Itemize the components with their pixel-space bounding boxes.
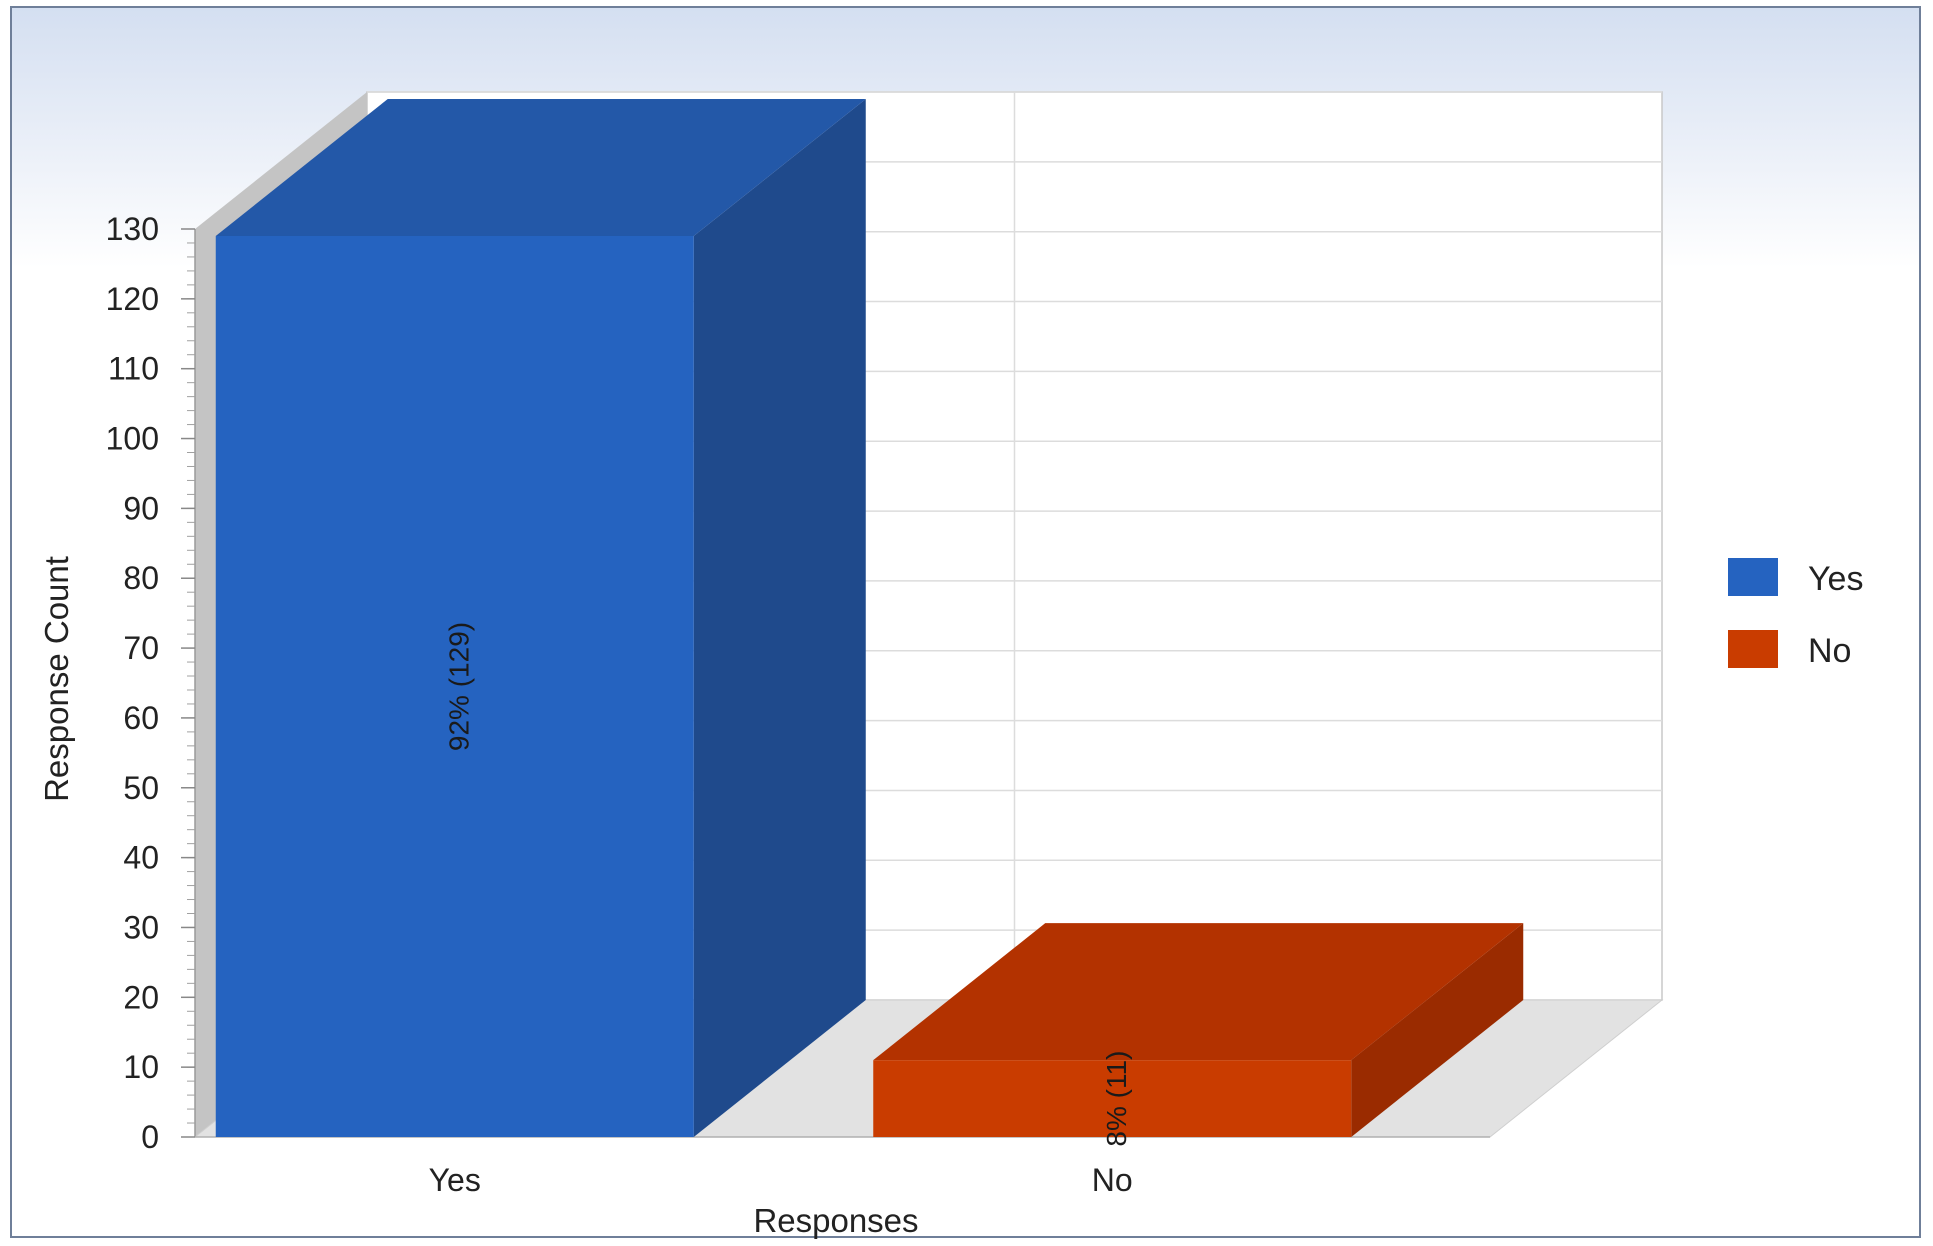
data-label-no: 8% (11) — [1101, 1051, 1132, 1147]
y-tick-label: 130 — [106, 211, 159, 247]
bar-yes — [215, 98, 866, 1137]
data-label-yes: 92% (129) — [444, 622, 475, 751]
y-tick-label: 120 — [106, 281, 159, 317]
bar-top — [215, 98, 866, 236]
legend-swatch-no — [1728, 630, 1778, 668]
y-tick-label: 80 — [123, 560, 159, 596]
y-tick-label: 10 — [123, 1049, 159, 1085]
legend: Yes No — [1728, 558, 1863, 670]
x-axis-title: Responses — [753, 1202, 918, 1239]
y-tick-label: 30 — [123, 909, 159, 945]
bar-top — [873, 923, 1524, 1061]
bar-front — [873, 1060, 1352, 1137]
bar-side — [693, 98, 866, 1137]
y-tick-label: 60 — [123, 700, 159, 736]
y-tick-label: 40 — [123, 840, 159, 876]
y-tick-label: 20 — [123, 979, 159, 1015]
legend-label-no: No — [1808, 632, 1851, 670]
y-tick-label: 70 — [123, 630, 159, 666]
x-tick-label: Yes — [429, 1162, 481, 1198]
legend-label-yes: Yes — [1808, 560, 1863, 598]
y-tick-label: 100 — [106, 421, 159, 457]
bar-no — [873, 923, 1524, 1137]
x-tick-label: No — [1092, 1162, 1133, 1198]
y-tick-label: 90 — [123, 490, 159, 526]
chart-root: 0 10 20 30 40 50 60 70 80 90 100 110 120 130 92% (129)… — [38, 91, 1863, 1239]
legend-swatch-yes — [1728, 558, 1778, 596]
y-tick-label: 50 — [123, 770, 159, 806]
y-tick-label: 110 — [108, 351, 159, 387]
y-tick-label: 0 — [141, 1119, 159, 1155]
bar-side — [1351, 923, 1524, 1137]
y-axis-title: Response Count — [38, 556, 75, 802]
bar-front — [215, 235, 694, 1137]
